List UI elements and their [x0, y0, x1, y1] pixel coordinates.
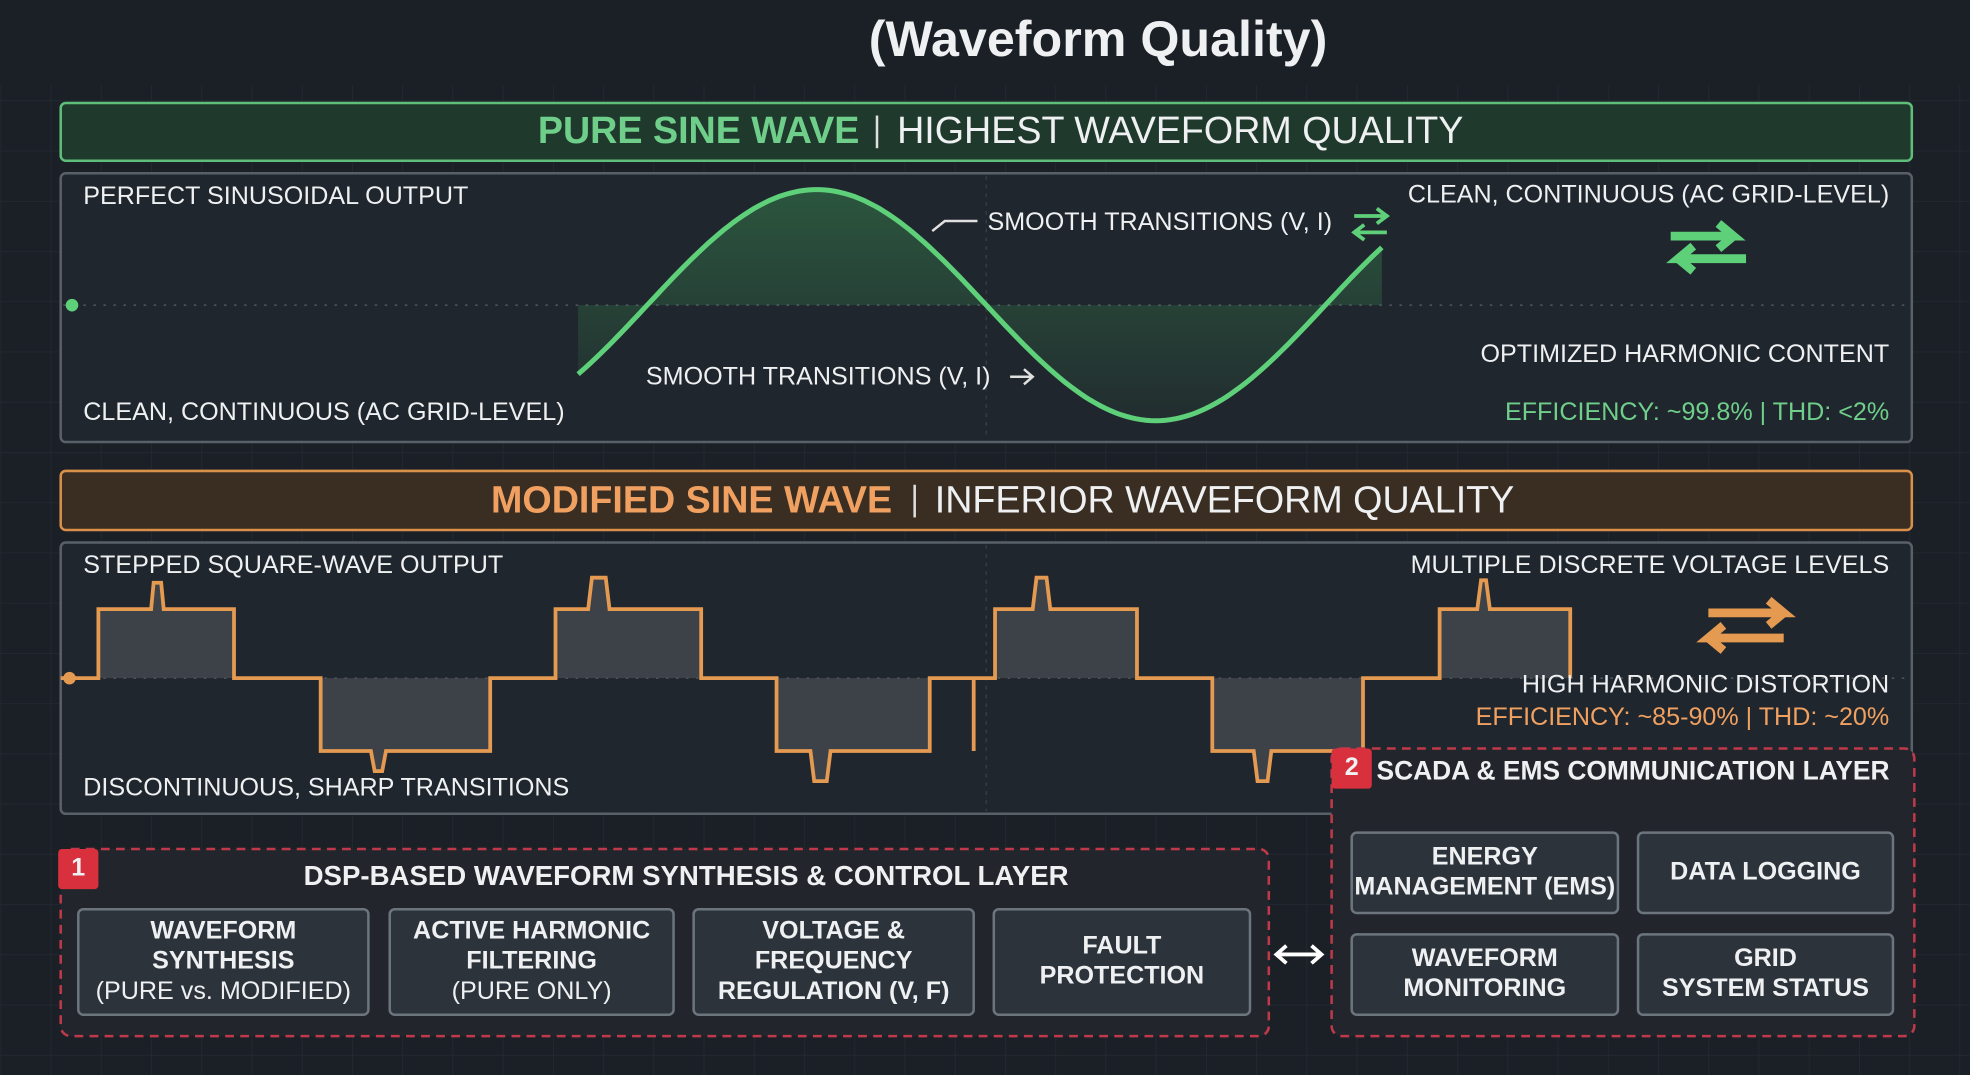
link-arrow: [1273, 944, 1325, 965]
module-label: (PURE vs. MODIFIED): [96, 977, 351, 1005]
header-text: INFERIOR WAVEFORM QUALITY: [935, 478, 1515, 520]
arrow-icon: [1666, 220, 1747, 275]
module-box: [1350, 933, 1620, 1016]
arrow-icon: [1696, 596, 1796, 654]
header-bold: MODIFIED SINE WAVE: [491, 478, 892, 520]
label: MULTIPLE DISCRETE VOLTAGE LEVELS: [1411, 551, 1890, 579]
title: (Waveform Quality): [869, 11, 1328, 67]
module-label: FREQUENCY: [755, 947, 913, 975]
stepped-wave: [60, 575, 1573, 784]
module-label: VOLTAGE &: [762, 916, 905, 944]
module-box: [1636, 933, 1895, 1016]
module-label: MONITORING: [1403, 974, 1566, 1002]
pointer: [1010, 368, 1035, 386]
badge: [58, 848, 99, 890]
header-text: HIGHEST WAVEFORM QUALITY: [897, 109, 1463, 151]
label: OPTIMIZED HARMONIC CONTENT: [1480, 340, 1889, 368]
module-box: [692, 907, 975, 1016]
module-box: [77, 907, 370, 1016]
marker: [65, 298, 79, 312]
label: DISCONTINUOUS, SHARP TRANSITIONS: [83, 773, 569, 801]
module-label: WAVEFORM: [150, 916, 296, 944]
module-label: PROTECTION: [1040, 962, 1205, 990]
sine-wave: [576, 187, 1384, 424]
layer-title: SCADA & EMS COMMUNICATION LAYER: [1376, 755, 1889, 785]
module-label: MANAGEMENT (EMS): [1354, 873, 1615, 901]
pure-header: [59, 101, 1914, 163]
badge: [1331, 748, 1372, 789]
module-box: [1636, 831, 1895, 915]
module-box: [1350, 831, 1620, 915]
header-bold: PURE SINE WAVE: [538, 109, 860, 151]
modified-header: [59, 469, 1914, 532]
module-label: WAVEFORM: [1412, 944, 1558, 972]
step-fill: [60, 577, 1571, 782]
label: STEPPED SQUARE-WAVE OUTPUT: [83, 551, 503, 579]
arrow-icon: [1351, 206, 1391, 242]
label: SMOOTH TRANSITIONS (V, I): [646, 363, 991, 391]
layer-title: DSP-BASED WAVEFORM SYNTHESIS & CONTROL L…: [304, 860, 1069, 891]
label: SMOOTH TRANSITIONS (V, I): [988, 208, 1333, 236]
label: HIGH HARMONIC DISTORTION: [1522, 670, 1889, 698]
module-box: [388, 907, 675, 1016]
label: CLEAN, CONTINUOUS (AC GRID-LEVEL): [1408, 181, 1889, 209]
module-label: ENERGY: [1432, 842, 1538, 870]
label: CLEAN, CONTINUOUS (AC GRID-LEVEL): [83, 398, 564, 426]
module-label: (PURE ONLY): [452, 977, 612, 1005]
badge-number: 1: [71, 854, 85, 882]
module-label: DATA LOGGING: [1670, 857, 1861, 885]
module-label: FAULT: [1082, 932, 1162, 960]
pointer: [931, 219, 978, 233]
module-label: REGULATION (V, F): [718, 977, 950, 1005]
module-label: GRID: [1734, 944, 1797, 972]
module-label: ACTIVE HARMONIC: [413, 916, 650, 944]
module-label: SYNTHESIS: [152, 947, 294, 975]
marker: [63, 671, 76, 685]
label: EFFICIENCY: ~99.8% | THD: <2%: [1505, 398, 1889, 426]
badge-number: 2: [1345, 753, 1359, 781]
label: PERFECT SINUSOIDAL OUTPUT: [83, 182, 468, 210]
module-label: FILTERING: [466, 947, 597, 975]
module-label: SYSTEM STATUS: [1662, 974, 1869, 1002]
label: EFFICIENCY: ~85-90% | THD: ~20%: [1476, 703, 1890, 731]
module-box: [992, 907, 1252, 1016]
